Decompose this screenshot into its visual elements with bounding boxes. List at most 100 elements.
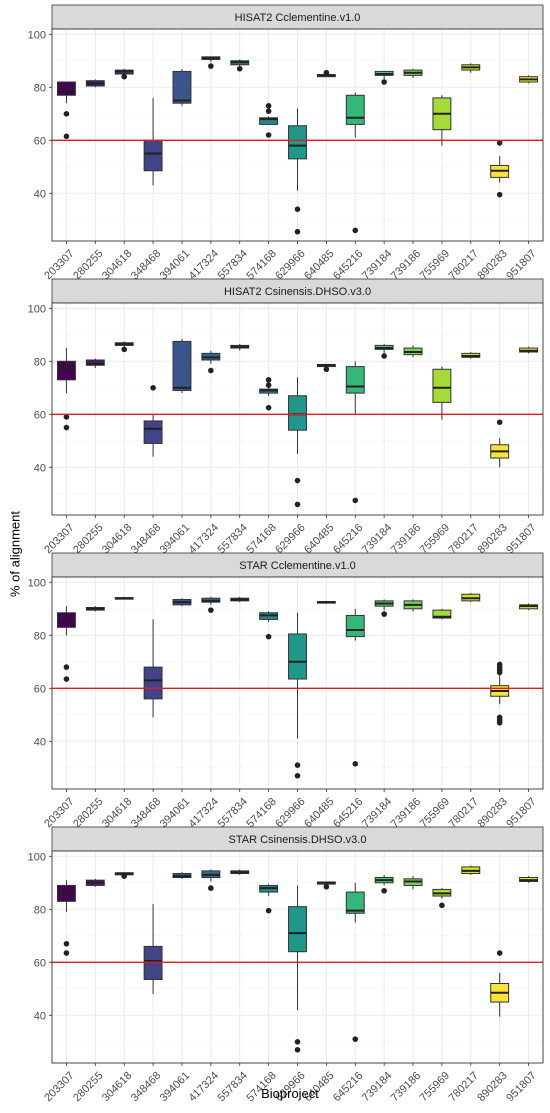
- box-iqr: [345, 614, 365, 638]
- box-iqr: [172, 340, 192, 391]
- box-348468: [143, 619, 163, 718]
- box-203307: [56, 880, 76, 956]
- box-780217: [461, 63, 481, 73]
- box-iqr: [56, 81, 76, 96]
- box-417324: [201, 350, 221, 374]
- x-tick-label: 348468: [129, 796, 163, 830]
- outlier-point: [352, 497, 359, 504]
- x-tick-label: 739184: [360, 248, 394, 282]
- box-iqr: [143, 420, 163, 444]
- x-tick-label: 739184: [360, 522, 394, 556]
- box-739184: [374, 599, 394, 617]
- outlier-point: [496, 719, 503, 726]
- box-280255: [85, 878, 105, 887]
- box-739186: [403, 345, 423, 358]
- outlier-point: [150, 385, 156, 391]
- box-iqr: [345, 366, 365, 394]
- outlier-point: [121, 73, 128, 80]
- outlier-point: [294, 1039, 301, 1045]
- y-tick-label: 40: [34, 462, 46, 474]
- outlier-point: [236, 65, 243, 72]
- box-304618: [114, 872, 134, 879]
- x-tick-label: 280255: [71, 796, 105, 830]
- x-tick-label: 890283: [475, 796, 509, 830]
- x-tick-label: 417324: [187, 248, 221, 282]
- y-tick-label: 40: [34, 736, 46, 748]
- box-iqr: [345, 94, 365, 125]
- x-tick-label: 280255: [71, 522, 105, 556]
- outlier-point: [63, 133, 70, 140]
- y-tick-label: 60: [34, 683, 46, 695]
- outlier-point: [294, 501, 301, 508]
- box-890283: [490, 140, 510, 198]
- outlier-point: [63, 664, 70, 670]
- outlier-point: [63, 676, 70, 682]
- x-tick-label: 574168: [244, 796, 278, 830]
- x-tick-label: 755969: [418, 796, 452, 830]
- x-tick-label: 640485: [302, 796, 336, 830]
- box-iqr: [288, 633, 307, 680]
- x-tick-label: 780217: [447, 796, 481, 830]
- x-tick-label: 557834: [216, 796, 250, 830]
- y-tick-label: 80: [34, 630, 46, 642]
- panel-title: HISAT2 Cclementine.v1.0: [235, 12, 361, 24]
- outlier-point: [63, 424, 70, 431]
- outlier-point: [265, 132, 272, 138]
- box-348468: [143, 385, 163, 457]
- x-tick-label: 557834: [216, 522, 250, 556]
- x-tick-label: 755969: [418, 248, 452, 282]
- panel-strip: [51, 278, 544, 304]
- box-iqr: [172, 70, 192, 104]
- outlier-point: [381, 887, 387, 894]
- box-iqr: [288, 906, 307, 953]
- x-tick-label: 640485: [302, 522, 336, 556]
- box-640485: [316, 881, 336, 890]
- outlier-point: [352, 761, 359, 767]
- outlier-point: [63, 414, 70, 420]
- x-tick-label: 203307: [42, 248, 76, 282]
- outlier-point: [294, 206, 301, 212]
- x-tick-label: 203307: [42, 522, 76, 556]
- outlier-point: [208, 607, 214, 613]
- box-280255: [85, 606, 105, 612]
- box-417324: [201, 869, 221, 891]
- outlier-point: [63, 950, 70, 956]
- panel-1: HISAT2 Cclementine.v1.0 40 60 80 100 20330728…: [28, 4, 544, 282]
- box-280255: [85, 358, 105, 368]
- box-203307: [56, 606, 76, 682]
- box-417324: [201, 56, 221, 69]
- x-tick-label: 394061: [158, 796, 192, 830]
- outlier-point: [265, 907, 272, 914]
- box-755969: [432, 888, 452, 909]
- outlier-point: [265, 633, 272, 640]
- box-629966: [288, 885, 307, 1053]
- box-280255: [85, 79, 105, 88]
- outlier-point: [63, 111, 70, 117]
- box-557834: [230, 869, 250, 875]
- box-304618: [114, 341, 134, 353]
- box-951807: [519, 876, 539, 883]
- x-tick-label: 640485: [302, 248, 336, 282]
- panel-title: STAR Csinensis.DHSO.v3.0: [229, 834, 367, 846]
- box-951807: [519, 75, 539, 84]
- x-tick-label: 739186: [389, 796, 423, 830]
- outlier-point: [323, 366, 330, 373]
- x-tick-label: 780217: [447, 248, 481, 282]
- y-tick-label: 40: [34, 188, 46, 200]
- box-394061: [172, 872, 192, 879]
- x-tick-label: 739184: [360, 796, 394, 830]
- box-iqr: [259, 117, 279, 125]
- box-755969: [432, 95, 452, 146]
- y-tick-label: 100: [28, 577, 46, 589]
- x-tick-label: 951807: [504, 522, 538, 556]
- x-tick-label: 304618: [100, 522, 134, 556]
- box-739184: [374, 70, 394, 85]
- panel-4: STAR Csinensis.DHSO.v3.04060801002033072…: [28, 826, 544, 1104]
- y-tick-label: 80: [34, 356, 46, 368]
- outlier-point: [294, 772, 301, 779]
- outlier-point: [265, 377, 272, 383]
- x-tick-label: 629966: [273, 522, 307, 556]
- box-890283: [490, 661, 510, 726]
- x-tick-label: 890283: [475, 248, 509, 282]
- x-tick-label: 417324: [187, 522, 221, 556]
